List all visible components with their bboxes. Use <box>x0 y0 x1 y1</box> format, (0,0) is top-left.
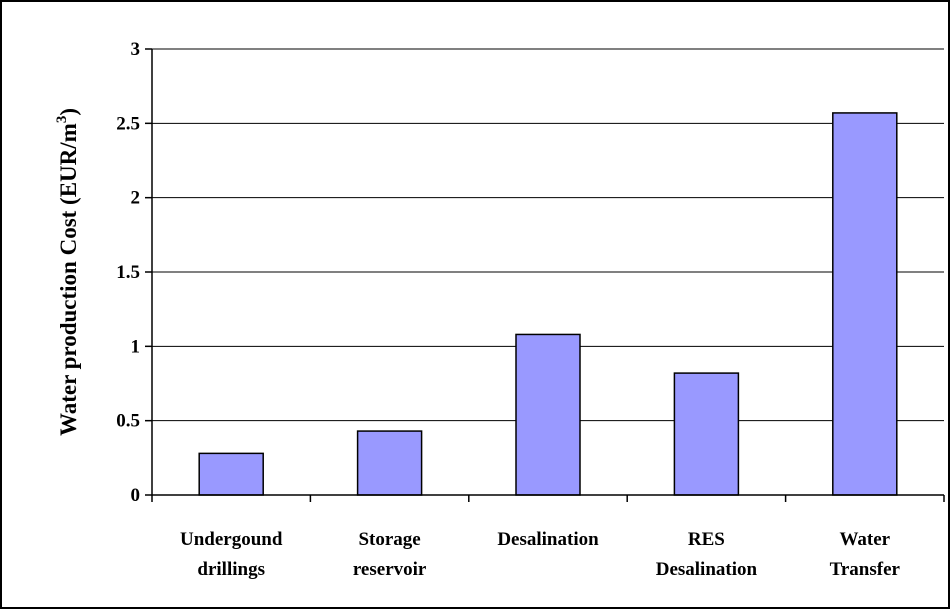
y-tick-label-1: 0.5 <box>116 411 140 432</box>
x-category-label-4: Water Transfer <box>830 529 901 580</box>
y-tick-label-6: 3 <box>131 39 141 60</box>
y-axis-title: Water production Cost (EUR/m3) <box>54 108 81 436</box>
y-tick-label-0: 0 <box>131 485 141 506</box>
x-category-label-0-line-1: drillings <box>197 559 265 580</box>
x-category-label-0: Undergound drillings <box>180 529 283 580</box>
bar-1 <box>356 430 423 496</box>
x-category-label-3: RES Desalination <box>656 529 758 580</box>
bars <box>198 112 898 496</box>
x-category-label-4-line-1: Transfer <box>830 559 901 580</box>
bar-3 <box>673 372 740 496</box>
y-axis-title-superscript: 3 <box>54 116 70 124</box>
x-category-label-1-line-0: Storage <box>358 529 420 550</box>
gridlines <box>152 48 944 422</box>
x-category-label-2: Desalination <box>497 529 599 550</box>
bar-2 <box>515 333 581 496</box>
x-category-label-4-line-0: Water <box>839 529 890 550</box>
x-category-label-1: Storage reservoir <box>353 529 427 580</box>
x-category-label-0-line-0: Undergound <box>180 529 283 550</box>
y-axis-title-suffix: ) <box>56 108 81 116</box>
x-category-label-3-line-0: RES <box>688 529 725 550</box>
x-category-label-1-line-1: reservoir <box>353 559 427 580</box>
y-tick-label-3: 1.5 <box>116 262 140 283</box>
x-category-label-3-line-1: Desalination <box>656 559 758 580</box>
y-tick-label-4: 2 <box>131 188 141 209</box>
labels: 0 0.5 1 1.5 2 2.5 3 Undergound drillings Storage r… <box>116 39 900 580</box>
bar-4 <box>832 112 898 496</box>
x-category-label-2-line-0: Desalination <box>497 529 599 550</box>
y-tick-label-5: 2.5 <box>116 113 140 134</box>
bar-0 <box>198 452 264 496</box>
axes <box>145 48 945 502</box>
y-tick-label-2: 1 <box>131 336 141 357</box>
y-axis-title-main: Water production Cost (EUR/m <box>56 123 81 436</box>
